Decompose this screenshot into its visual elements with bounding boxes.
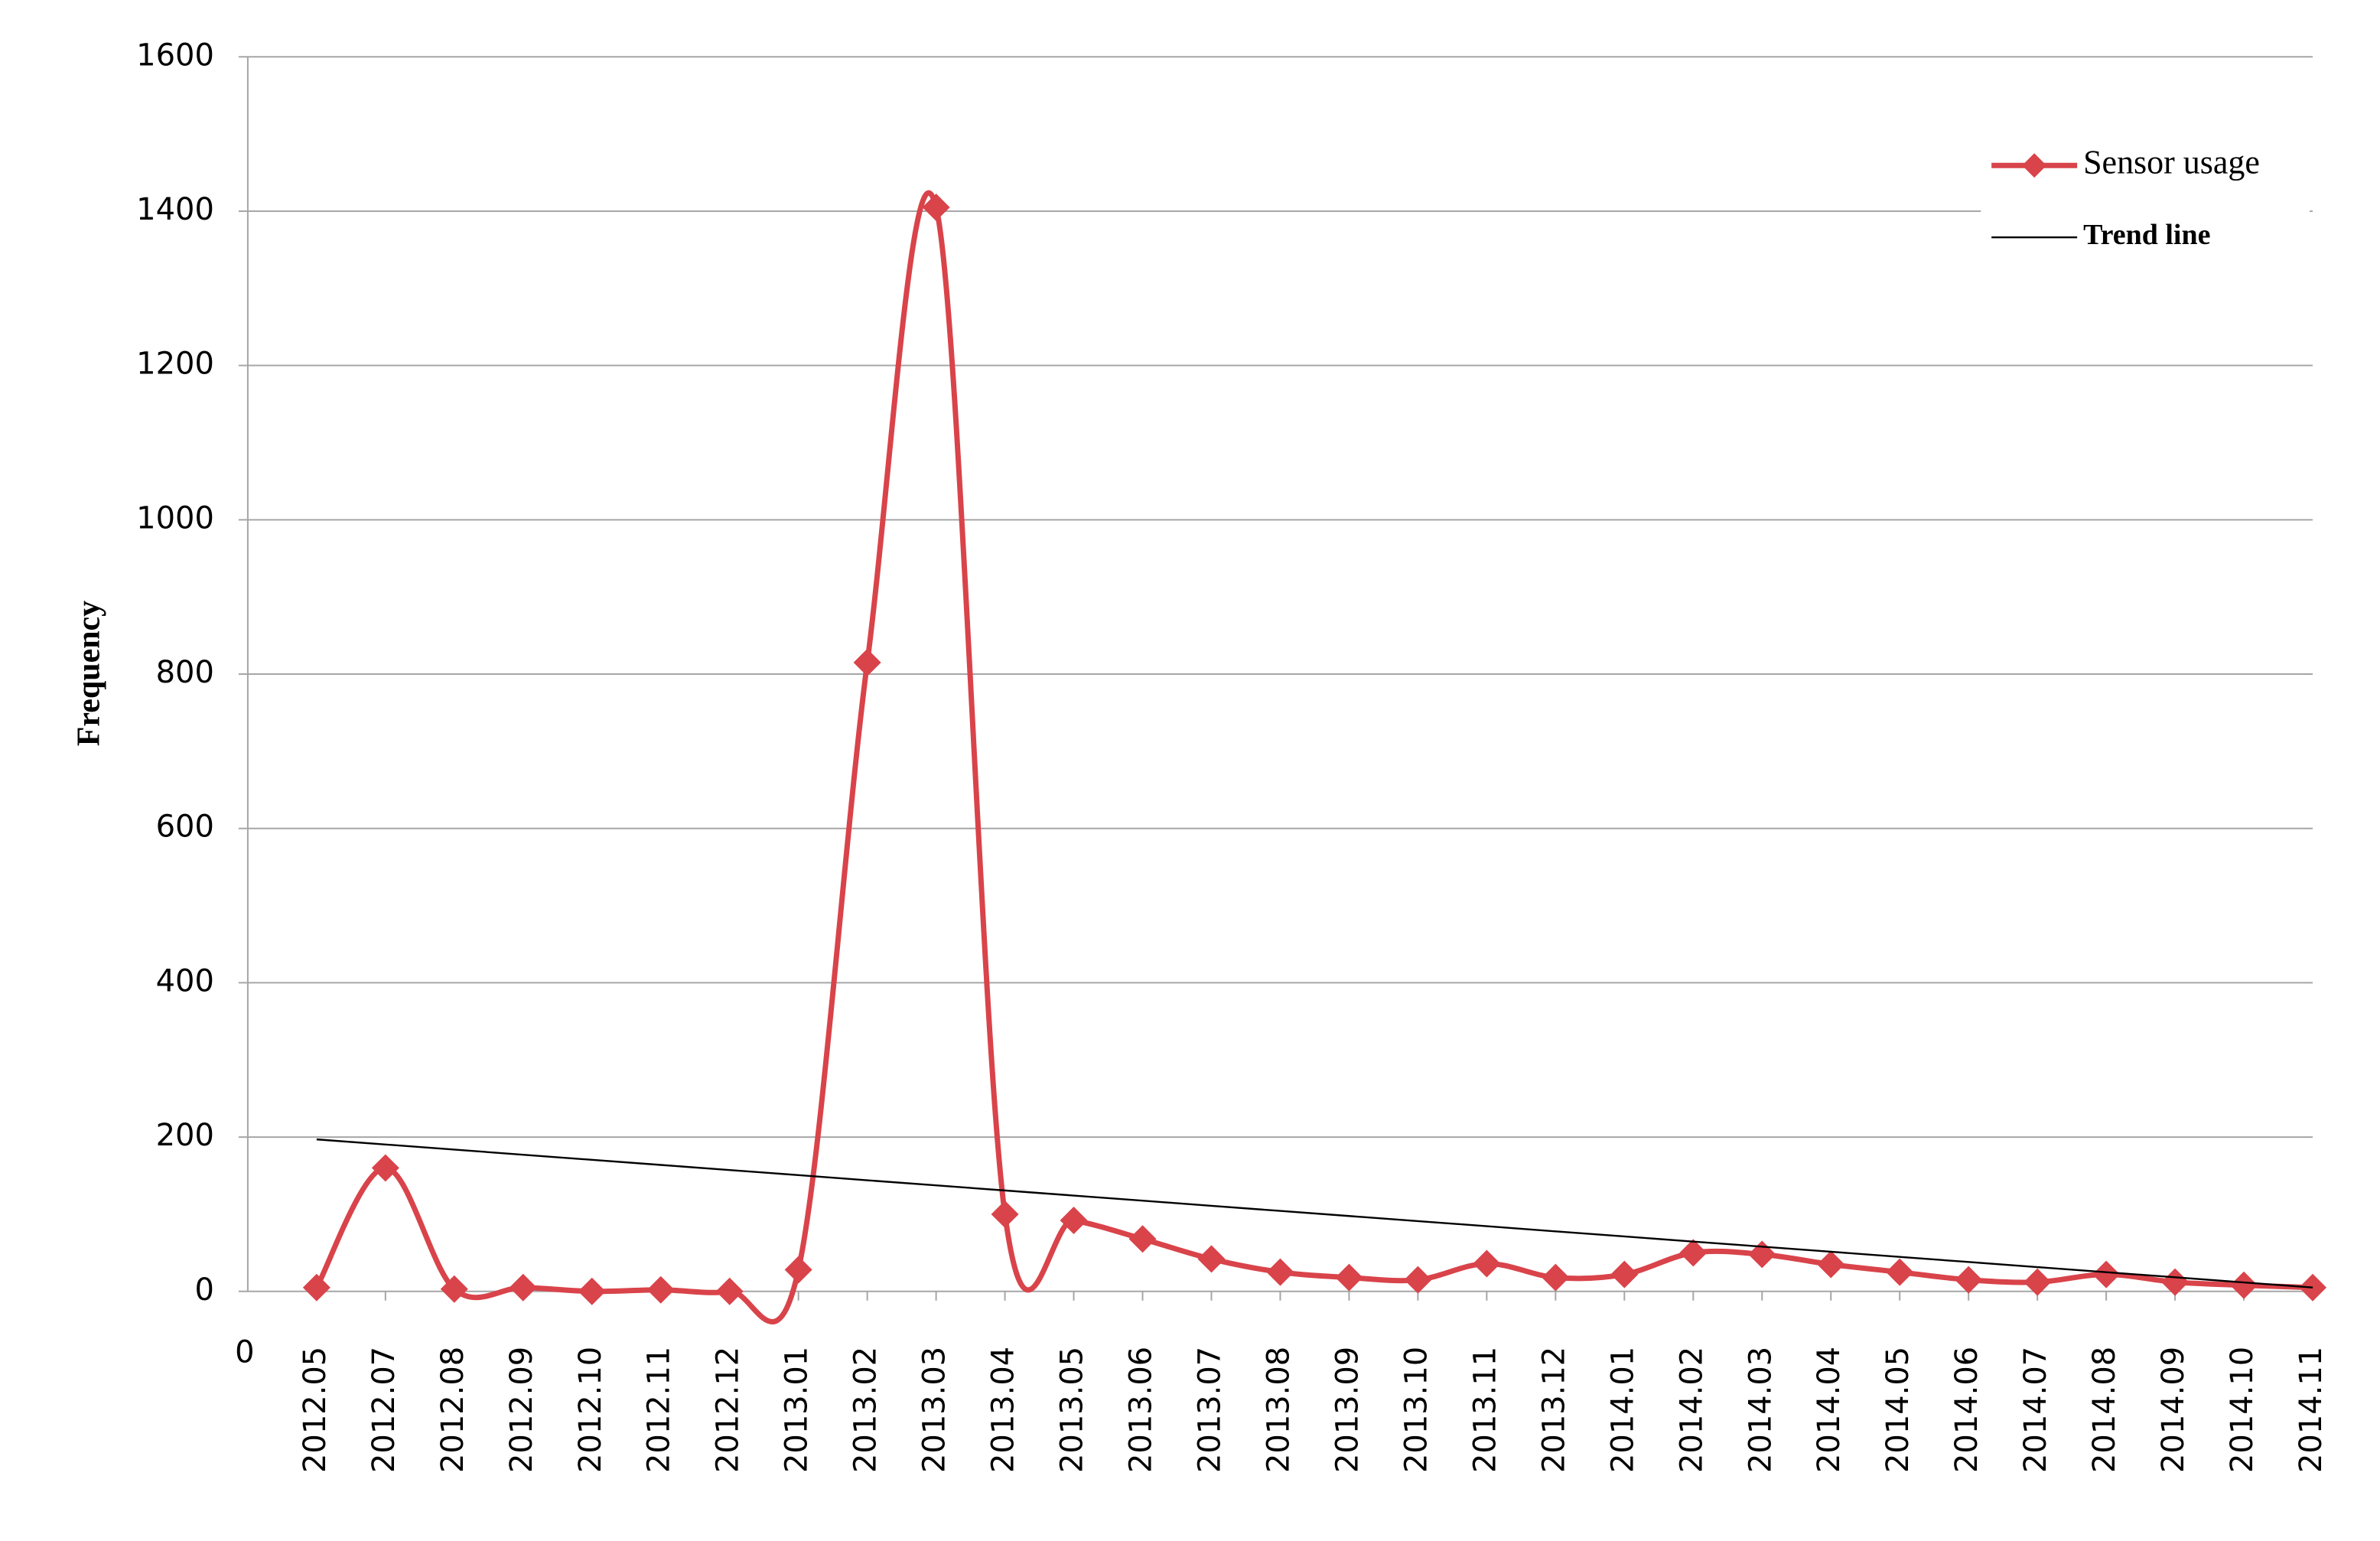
data-point <box>2092 1260 2121 1289</box>
data-point <box>1473 1249 1501 1278</box>
data-point <box>509 1273 537 1302</box>
data-point <box>1128 1225 1157 1253</box>
y-tick-label: 1600 <box>136 37 214 73</box>
x-tick-label: 2012.08 <box>435 1347 470 1473</box>
y-tick-label: 200 <box>156 1118 214 1153</box>
legend-label: Sensor usage <box>2083 143 2260 181</box>
data-point <box>991 1200 1019 1228</box>
y-tick-label: 800 <box>156 655 214 690</box>
x-tick-label: 2013.05 <box>1055 1347 1090 1473</box>
x-tick-label: 2012.07 <box>366 1347 402 1473</box>
data-point <box>922 193 950 221</box>
data-point <box>440 1275 468 1303</box>
x-tick-label: 2014.03 <box>1743 1347 1778 1473</box>
data-point <box>1679 1239 1708 1267</box>
data-point <box>371 1154 399 1182</box>
y-tick-label: 400 <box>156 963 214 999</box>
data-point <box>715 1277 744 1305</box>
x-tick-label: 2013.02 <box>848 1347 884 1473</box>
x-tick-label: 2013.10 <box>1398 1347 1434 1473</box>
y-tick-label: 0 <box>194 1272 213 1308</box>
data-point <box>646 1275 675 1304</box>
x-tick-label: 2013.09 <box>1330 1347 1365 1473</box>
x-tick-label: 2013.08 <box>1261 1347 1296 1473</box>
data-point <box>1542 1263 1570 1292</box>
data-point <box>1955 1266 1983 1294</box>
legend-label: Trend line <box>2083 219 2210 251</box>
data-point <box>1886 1258 1914 1286</box>
x-tick-label: 2014.06 <box>1949 1347 1984 1473</box>
y-tick-label: 600 <box>156 810 214 845</box>
x-tick-label: 2013.06 <box>1124 1347 1159 1473</box>
y-tick-label: 1000 <box>136 500 214 536</box>
y-axis-label: Frequency <box>72 601 107 746</box>
x-tick-label: 2014.08 <box>2087 1347 2122 1473</box>
x-tick-label: 2012.09 <box>504 1347 539 1473</box>
data-point <box>578 1277 606 1305</box>
series-line <box>314 190 2313 1324</box>
x-tick-label: 2012.12 <box>711 1347 746 1473</box>
x-tick-label: 2012.10 <box>573 1347 608 1473</box>
x-tick-label: 2014.02 <box>1674 1347 1709 1473</box>
series-line <box>316 1138 2313 1289</box>
x-tick-label: 2012.05 <box>298 1347 333 1473</box>
data-point <box>853 648 881 676</box>
legend: Sensor usage Trend line <box>1981 122 2310 284</box>
data-point <box>1266 1258 1294 1286</box>
x-tick-label: 2014.01 <box>1605 1347 1640 1473</box>
x-tick-label: 2014.04 <box>1812 1347 1847 1473</box>
data-point <box>784 1256 812 1284</box>
x-tick-label: 2013.03 <box>917 1347 952 1473</box>
data-point <box>1610 1260 1639 1289</box>
data-point <box>1404 1266 1432 1294</box>
y-tick-label: 1200 <box>136 347 214 382</box>
data-point <box>1748 1240 1776 1269</box>
x-tick-label: 2013.04 <box>986 1347 1021 1473</box>
x-origin-label: 0 <box>235 1335 254 1370</box>
x-tick-label: 2014.09 <box>2156 1347 2191 1473</box>
x-tick-label: 2014.07 <box>2018 1347 2053 1473</box>
x-tick-label: 2013.11 <box>1467 1347 1503 1473</box>
x-tick-label: 2012.11 <box>642 1347 677 1473</box>
x-tick-label: 2013.12 <box>1536 1347 1571 1473</box>
x-tick-label: 2014.10 <box>2225 1347 2260 1473</box>
data-point <box>1817 1250 1845 1279</box>
data-point <box>302 1273 330 1302</box>
data-point <box>2230 1271 2258 1299</box>
y-tick-label: 1400 <box>136 192 214 227</box>
x-tick-label: 2013.07 <box>1192 1347 1227 1473</box>
x-tick-label: 2014.11 <box>2294 1347 2329 1473</box>
data-point <box>1335 1263 1363 1292</box>
x-tick-label: 2013.01 <box>780 1347 815 1473</box>
x-tick-label: 2014.05 <box>1880 1347 1916 1473</box>
legend-box <box>1981 122 2310 284</box>
data-point <box>1197 1245 1226 1273</box>
